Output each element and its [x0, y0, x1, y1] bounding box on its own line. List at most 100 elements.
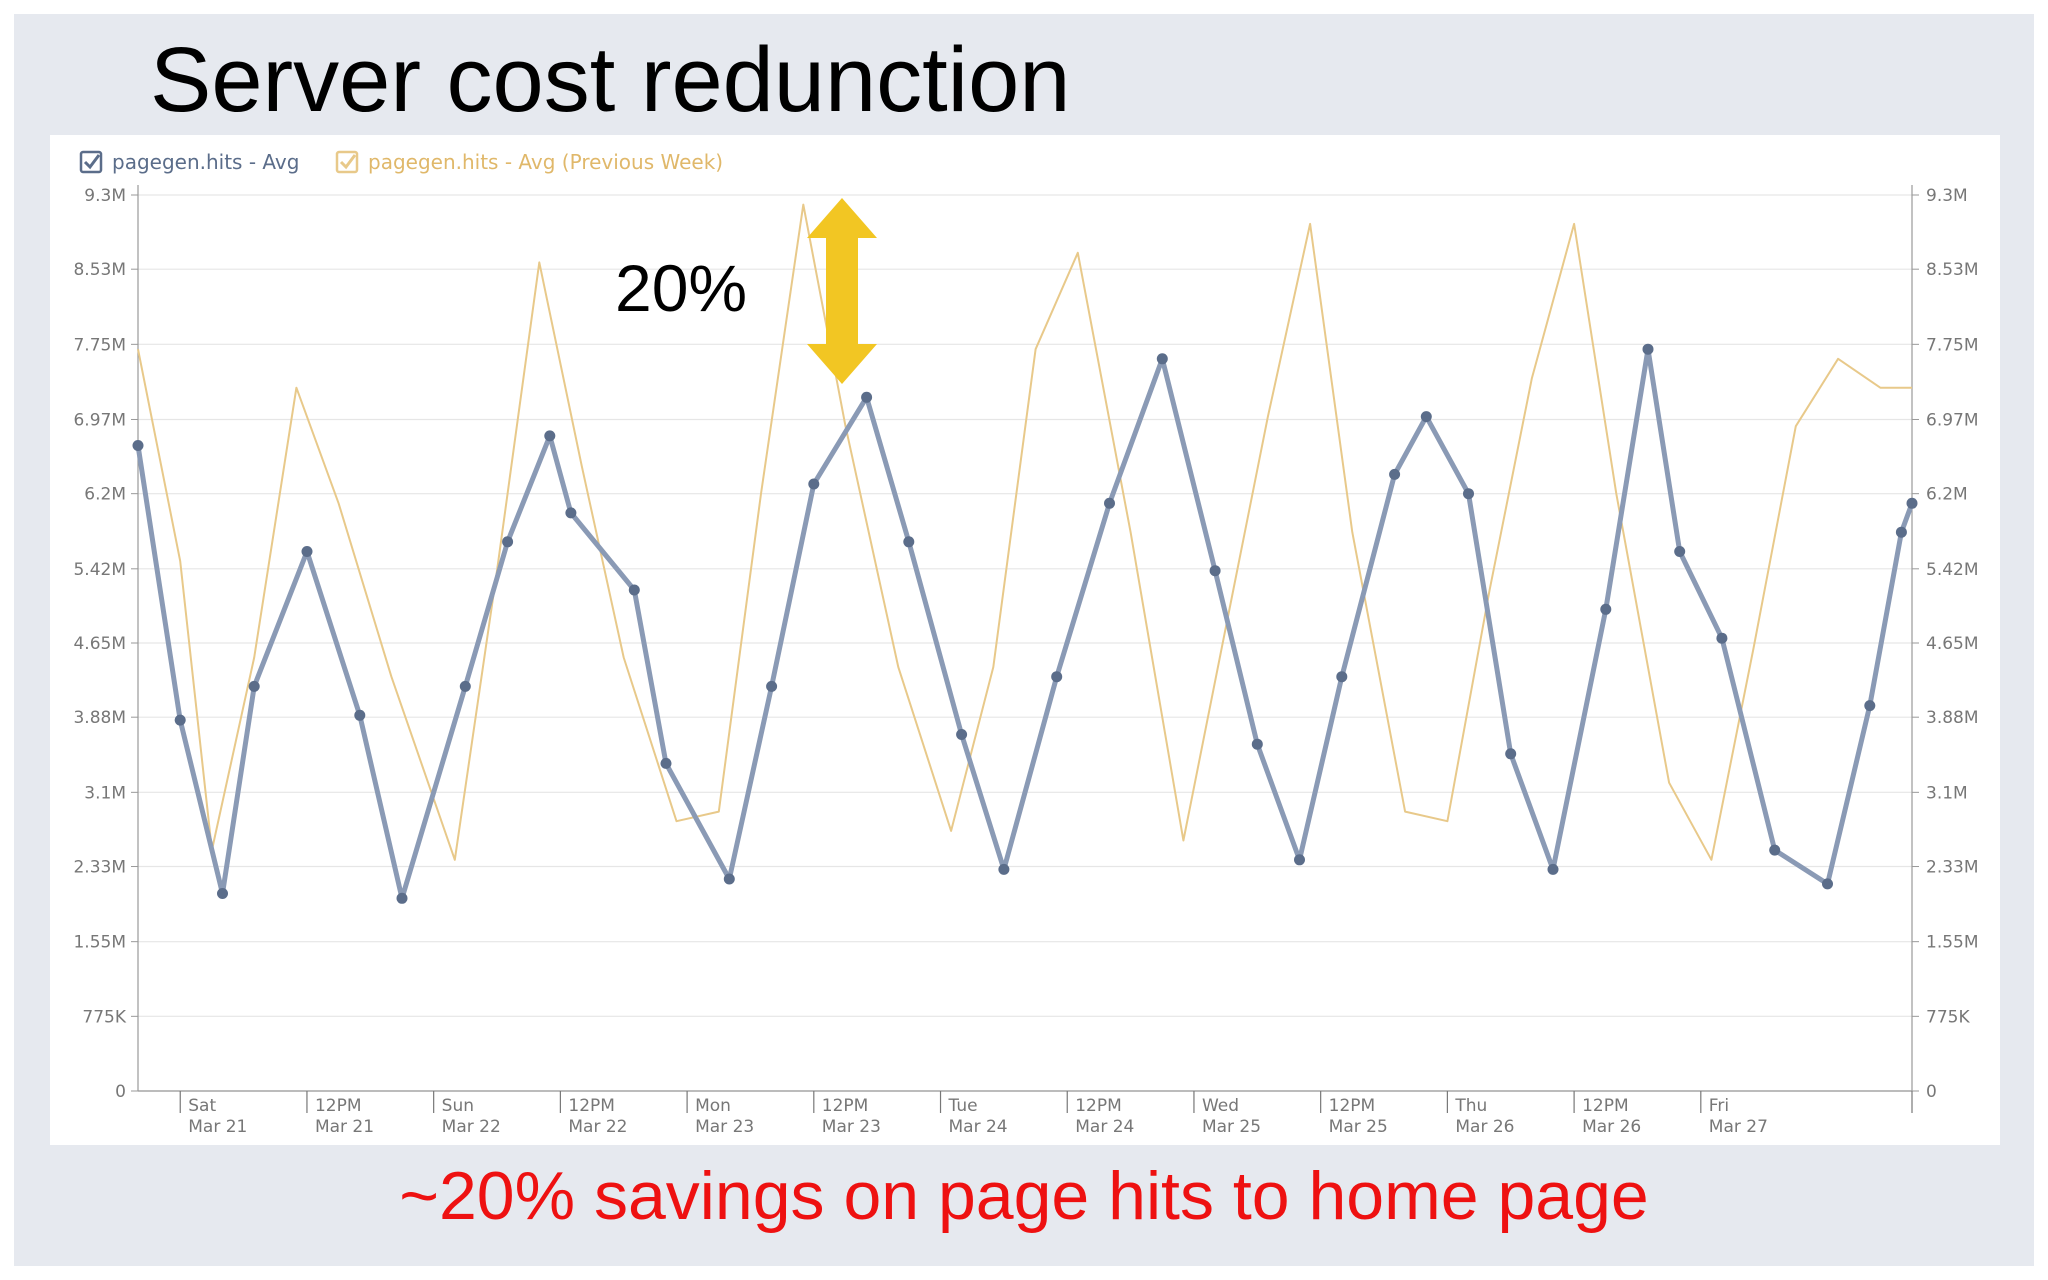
annotation: 20% — [615, 198, 877, 384]
x-tick-label-bottom: Mar 21 — [315, 1117, 374, 1137]
x-tick-label-bottom: Mar 23 — [822, 1117, 881, 1137]
data-point-current — [956, 729, 968, 740]
data-point-current — [396, 892, 408, 904]
data-point-current — [1864, 700, 1876, 712]
data-point-current — [1389, 468, 1401, 480]
y-tick-label-right: 8.53M — [1926, 260, 1979, 280]
grid-lines — [138, 194, 1912, 1092]
x-tick-label-top: Tue — [948, 1096, 978, 1116]
data-point-current — [1642, 343, 1654, 355]
data-point-current — [1906, 497, 1918, 509]
caption: ~20% savings on page hits to home page — [399, 1158, 1649, 1234]
data-point-current — [1420, 411, 1432, 423]
y-tick-label-right: 775K — [1926, 1007, 1970, 1027]
x-tick-label-top: Wed — [1202, 1096, 1239, 1116]
y-tick-label-right: 5.42M — [1926, 560, 1979, 580]
x-tick-label-bottom: Mar 22 — [442, 1117, 501, 1137]
y-tick-label: 5.42M — [73, 560, 126, 580]
data-point-current — [1505, 748, 1517, 760]
y-tick-label: 3.1M — [84, 783, 126, 803]
data-point-current — [1051, 671, 1063, 683]
axes: 0 0 775K 775K 1.55M 1.55M 2.33M 2.33M 3.1M 3.1M 3.… — [73, 185, 1979, 1137]
x-tick-label-top: Fri — [1709, 1096, 1729, 1116]
y-tick-label-right: 3.1M — [1926, 783, 1968, 803]
y-tick-label: 775K — [82, 1007, 126, 1027]
data-point-current — [808, 478, 820, 490]
data-point-current — [1294, 854, 1305, 866]
x-tick-label-bottom: Mar 27 — [1709, 1117, 1768, 1137]
series-layer — [132, 203, 1918, 904]
x-tick-label-bottom: Mar 24 — [1075, 1117, 1134, 1137]
x-tick-label-top: Sun — [442, 1096, 474, 1116]
data-point-current — [723, 873, 735, 885]
legend: pagegen.hits - Avg pagegen.hits - Avg (P… — [79, 150, 723, 174]
y-tick-label-right: 7.75M — [1926, 335, 1979, 355]
x-tick-label-bottom: Mar 23 — [695, 1117, 754, 1137]
x-tick-label-top: 12PM — [822, 1096, 869, 1116]
chart-panel: 0 0 775K 775K 1.55M 1.55M 2.33M 2.33M 3.1M 3.1M 3.… — [50, 135, 2000, 1145]
x-tick-label-bottom: Mar 26 — [1582, 1117, 1641, 1137]
y-tick-label-right: 2.33M — [1926, 858, 1979, 878]
y-tick-label: 0 — [115, 1082, 126, 1102]
data-point-current — [861, 391, 873, 403]
data-point-current — [132, 440, 144, 451]
x-tick-label-top: Sat — [188, 1096, 216, 1116]
data-point-current — [1209, 565, 1221, 577]
x-tick-label-bottom: Mar 25 — [1202, 1117, 1261, 1137]
x-tick-label-top: 12PM — [315, 1096, 362, 1116]
data-point-current — [766, 680, 778, 692]
legend-label-current: pagegen.hits - Avg — [112, 150, 299, 174]
y-tick-label: 6.97M — [73, 410, 126, 430]
legend-item-previous[interactable]: pagegen.hits - Avg (Previous Week) — [335, 150, 723, 174]
data-point-current — [544, 430, 556, 442]
data-point-current — [1895, 526, 1907, 538]
x-tick-label-top: 12PM — [1075, 1096, 1122, 1116]
series-line-previous-week — [137, 203, 1912, 861]
annotation-label: 20% — [615, 251, 747, 325]
data-point-current — [1104, 497, 1115, 509]
data-point-current — [998, 863, 1010, 875]
x-tick-label-bottom: Mar 24 — [949, 1117, 1008, 1137]
y-tick-label: 3.88M — [73, 708, 126, 728]
data-point-current — [459, 680, 471, 692]
x-tick-label-top: Thu — [1454, 1096, 1487, 1116]
x-tick-label-top: 12PM — [1329, 1096, 1376, 1116]
y-tick-label: 8.53M — [73, 260, 126, 280]
x-tick-label-bottom: Mar 21 — [188, 1117, 247, 1137]
y-tick-label: 9.3M — [84, 186, 126, 206]
legend-label-previous: pagegen.hits - Avg (Previous Week) — [368, 150, 723, 174]
data-point-current — [903, 536, 915, 548]
data-point-current — [1251, 738, 1263, 750]
x-tick-label-bottom: Mar 26 — [1455, 1117, 1514, 1137]
x-tick-label-bottom: Mar 25 — [1329, 1117, 1388, 1137]
data-point-current — [248, 680, 260, 692]
x-tick-label-bottom: Mar 22 — [568, 1117, 627, 1137]
legend-item-current[interactable]: pagegen.hits - Avg — [79, 150, 299, 174]
data-point-current — [1463, 488, 1474, 500]
data-point-current — [1769, 844, 1781, 856]
data-point-current — [1547, 863, 1559, 875]
data-point-current — [565, 507, 577, 519]
y-tick-label: 1.55M — [73, 933, 126, 953]
checkmark-icon — [83, 154, 101, 170]
data-point-current — [502, 536, 514, 548]
data-point-current — [1156, 353, 1168, 365]
x-tick-label-top: Mon — [695, 1096, 731, 1116]
data-point-current — [174, 714, 186, 726]
y-tick-label: 4.65M — [73, 634, 126, 654]
data-point-current — [217, 888, 228, 899]
y-tick-label-right: 9.3M — [1926, 186, 1968, 206]
data-point-current — [354, 709, 366, 721]
data-point-current — [1822, 878, 1833, 890]
y-tick-label-right: 4.65M — [1926, 634, 1979, 654]
y-tick-label: 6.2M — [84, 485, 126, 505]
y-tick-label-right: 0 — [1926, 1082, 1937, 1102]
double-arrow-icon — [807, 198, 877, 384]
data-point-current — [1716, 632, 1728, 644]
y-tick-label-right: 6.97M — [1926, 410, 1979, 430]
y-tick-label: 7.75M — [73, 335, 126, 355]
line-chart: 0 0 775K 775K 1.55M 1.55M 2.33M 2.33M 3.1M 3.1M 3.… — [73, 150, 1979, 1137]
data-point-current — [301, 546, 313, 557]
y-tick-label-right: 1.55M — [1926, 933, 1979, 953]
data-point-current — [1336, 671, 1348, 683]
